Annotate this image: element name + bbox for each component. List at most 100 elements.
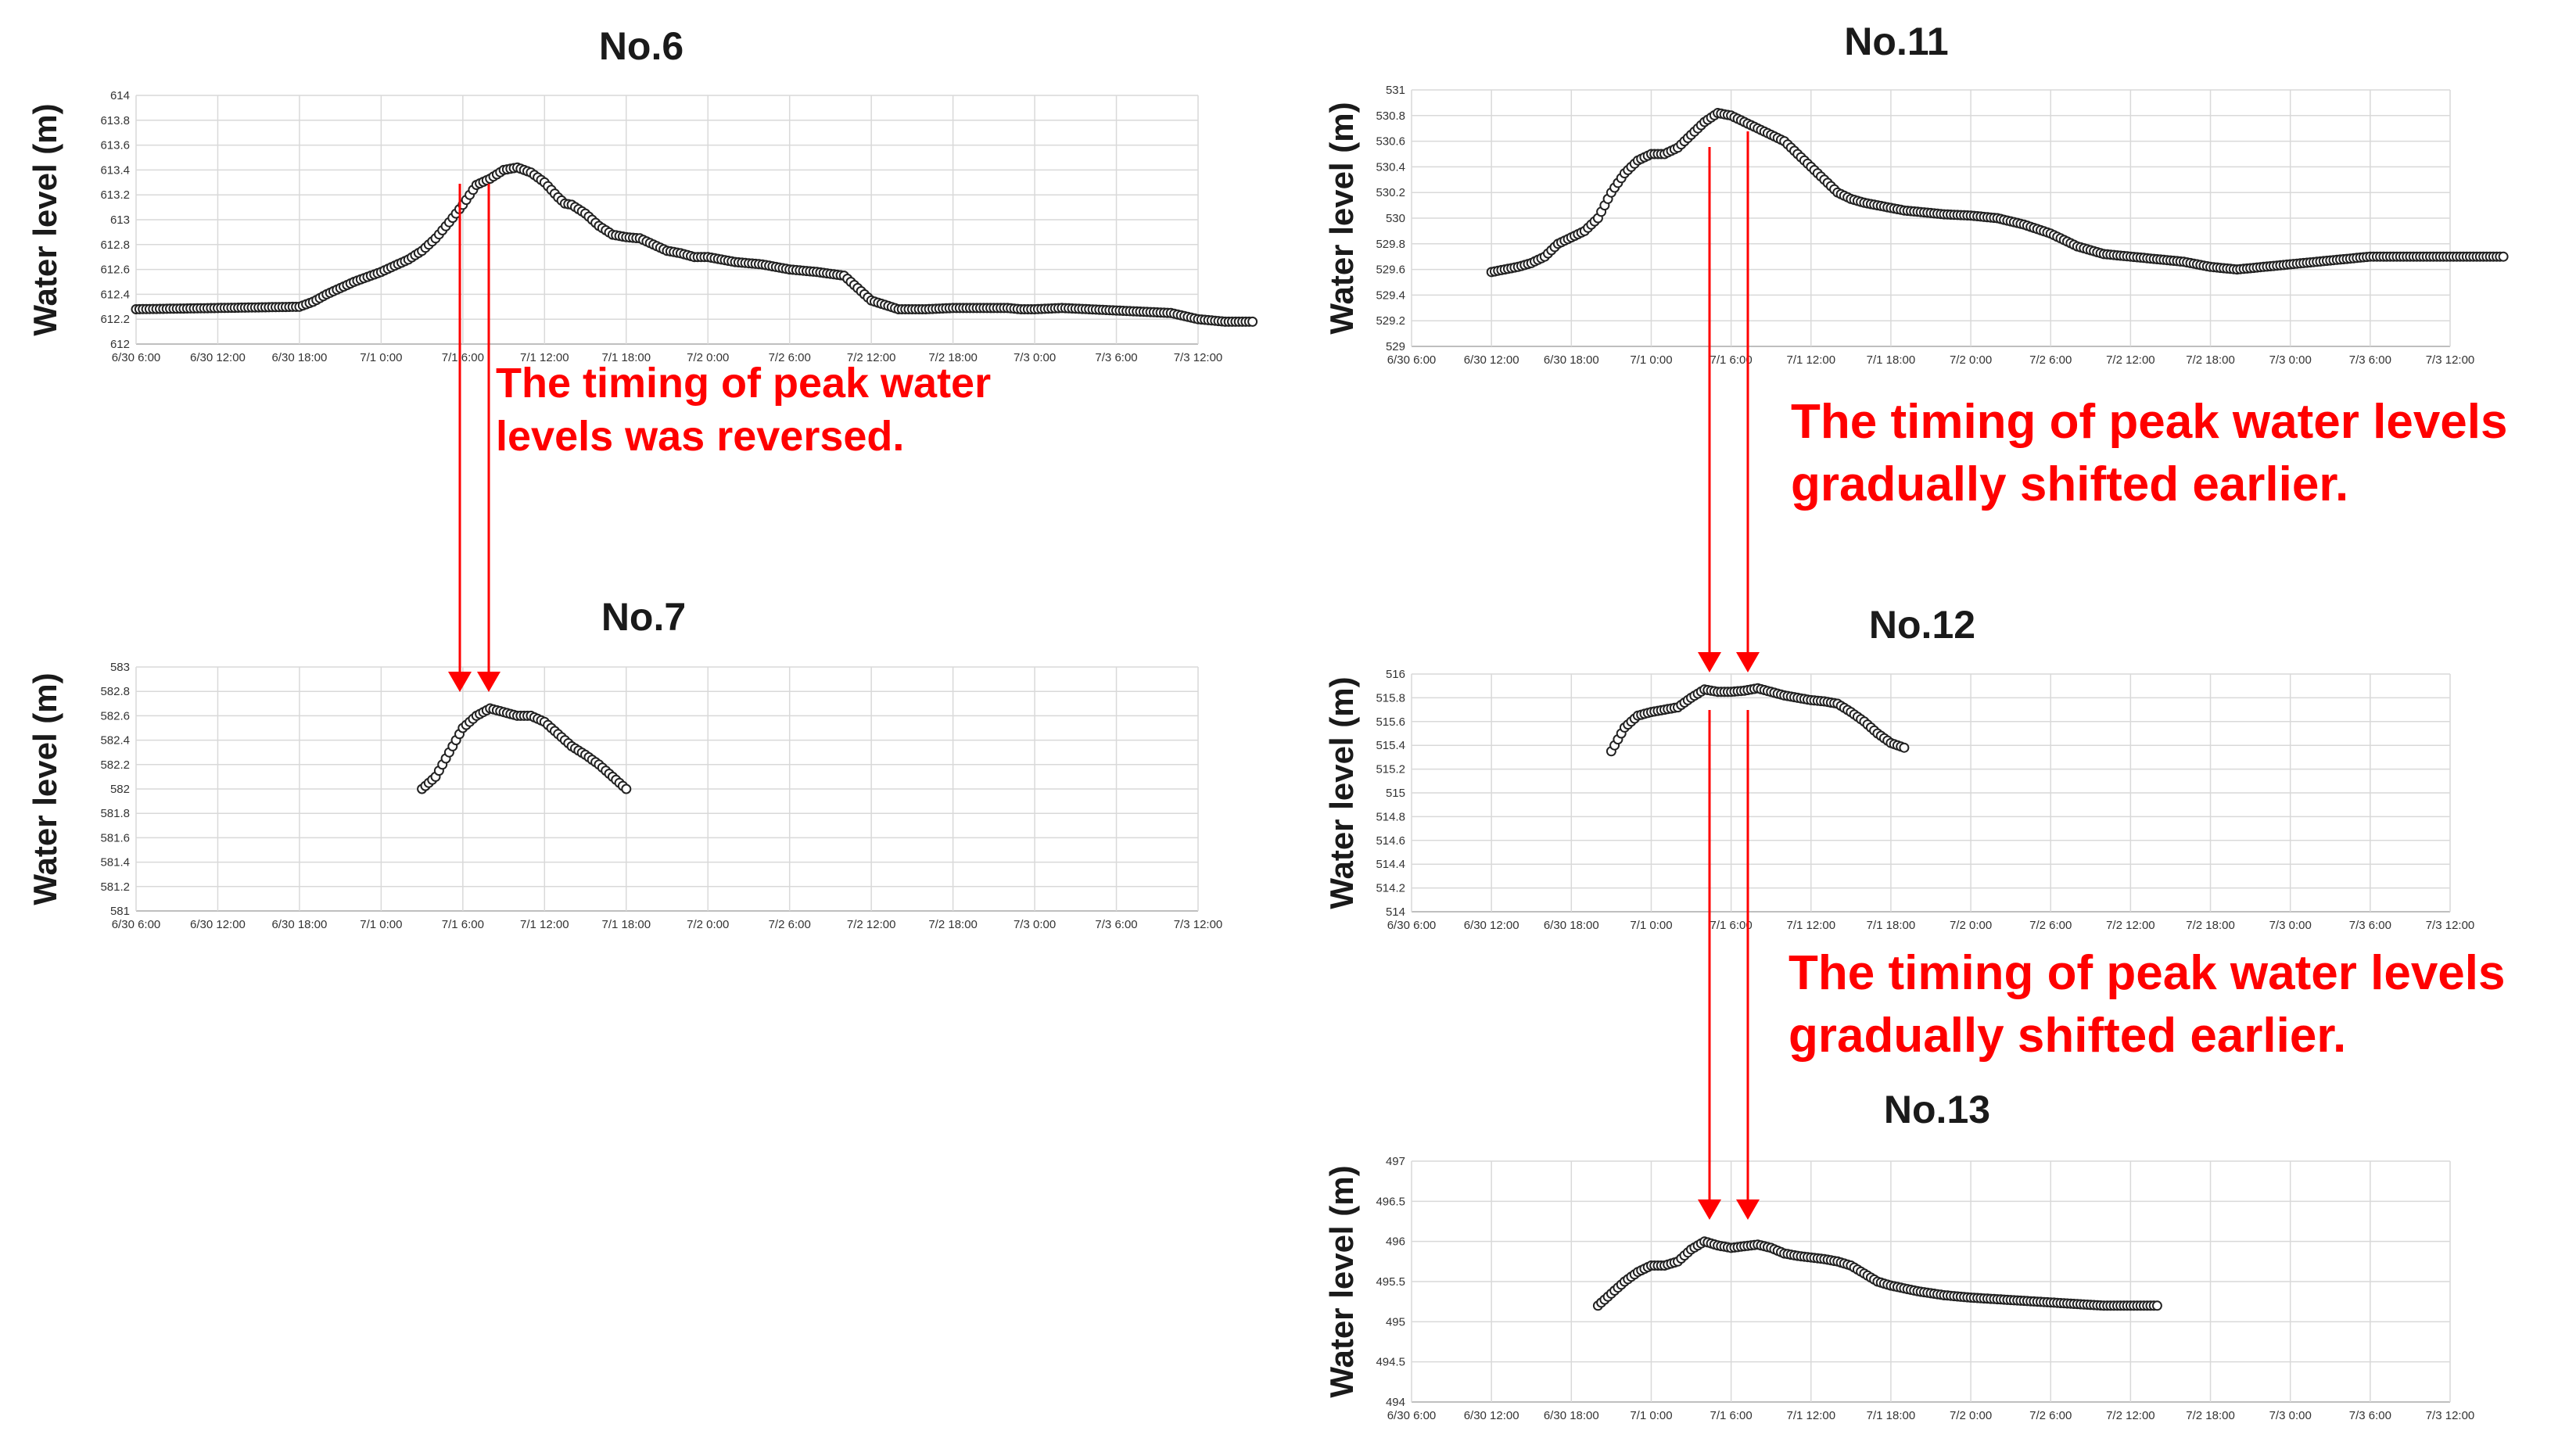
chart-title: No.13	[1884, 1088, 1990, 1131]
chart-title: No.7	[601, 595, 686, 639]
x-tick-label: 7/2 12:00	[847, 351, 896, 364]
chart-2: No.7 Water level (m) 581 581.2 581.4 581.6 581…	[27, 595, 1222, 931]
y-tick-label: 515.2	[1376, 763, 1405, 776]
chart-5: No.13 Water level (m) 494 494.5 495 495.5 496 4…	[1323, 1088, 2474, 1422]
x-tick-label: 7/2 0:00	[687, 918, 729, 931]
x-tick-label: 7/3 6:00	[2349, 919, 2391, 932]
y-tick-label: 496	[1386, 1235, 1405, 1249]
x-tick-label: 7/1 18:00	[1867, 353, 1916, 367]
x-tick-label: 7/1 0:00	[360, 351, 402, 364]
peak-arrow	[448, 184, 472, 692]
y-tick-label: 582.8	[100, 685, 130, 698]
y-tick-label: 581.6	[100, 831, 130, 844]
data-point	[2498, 251, 2509, 262]
y-tick-label: 581	[110, 905, 130, 918]
y-tick-label: 612	[110, 338, 130, 351]
y-tick-label: 530.8	[1376, 109, 1405, 123]
annotation-text: gradually shifted earlier.	[1788, 1009, 2346, 1063]
y-tick-label: 582	[110, 783, 130, 796]
x-tick-label: 6/30 18:00	[1544, 919, 1599, 932]
x-tick-label: 6/30 12:00	[1464, 919, 1519, 932]
peak-arrow	[1736, 710, 1760, 1220]
y-tick-label: 613.2	[100, 188, 130, 202]
y-axis-label: Water level (m)	[1323, 676, 1360, 909]
x-tick-label: 7/2 12:00	[2106, 353, 2155, 367]
y-tick-label: 494	[1386, 1396, 1405, 1409]
x-tick-label: 7/2 18:00	[2186, 919, 2235, 932]
y-tick-label: 529.2	[1376, 314, 1405, 328]
y-tick-label: 613.8	[100, 114, 130, 127]
y-tick-label: 582.6	[100, 709, 130, 722]
peak-arrow	[1736, 131, 1760, 672]
x-tick-label: 7/3 6:00	[1095, 918, 1137, 931]
y-tick-label: 515.8	[1376, 691, 1405, 705]
y-tick-label: 530.6	[1376, 135, 1405, 149]
y-tick-label: 530.4	[1376, 160, 1405, 174]
x-tick-label: 7/1 6:00	[442, 918, 484, 931]
x-tick-label: 7/1 6:00	[1710, 353, 1753, 367]
x-tick-label: 7/2 18:00	[928, 918, 978, 931]
y-tick-label: 496.5	[1376, 1195, 1405, 1208]
y-tick-label: 497	[1386, 1155, 1405, 1168]
y-axis-label: Water level (m)	[1323, 102, 1360, 334]
y-tick-label: 530	[1386, 212, 1405, 225]
y-tick-label: 515	[1386, 787, 1405, 800]
series-markers	[131, 162, 1258, 327]
y-tick-label: 514.2	[1376, 882, 1405, 895]
y-tick-label: 582.4	[100, 734, 130, 748]
data-point	[1247, 316, 1258, 327]
chart-title: No.12	[1869, 603, 1975, 647]
data-point	[621, 783, 632, 794]
x-tick-label: 7/1 0:00	[360, 918, 402, 931]
x-tick-label: 6/30 6:00	[1387, 1409, 1437, 1422]
data-point	[2151, 1300, 2162, 1311]
y-tick-label: 531	[1386, 84, 1405, 97]
x-tick-label: 7/2 0:00	[1950, 353, 1992, 367]
y-tick-label: 613.6	[100, 139, 130, 152]
y-axis-label: Water level (m)	[1323, 1165, 1360, 1397]
x-tick-label: 7/1 12:00	[1786, 353, 1835, 367]
y-tick-label: 613.4	[100, 163, 130, 177]
peak-arrow	[477, 184, 500, 692]
x-tick-label: 7/2 6:00	[2029, 353, 2072, 367]
x-tick-label: 7/3 6:00	[2349, 1409, 2391, 1422]
chart-4: No.12 Water level (m) 514 514.2 514.4 514.6 51…	[1323, 603, 2474, 932]
x-tick-label: 6/30 18:00	[271, 351, 327, 364]
y-tick-label: 529.8	[1376, 238, 1405, 251]
x-tick-label: 6/30 6:00	[1387, 353, 1437, 367]
series-markers	[417, 703, 632, 794]
y-axis-label: Water level (m)	[27, 672, 63, 905]
x-tick-label: 7/2 6:00	[2029, 1409, 2072, 1422]
x-tick-label: 6/30 12:00	[190, 351, 246, 364]
data-point	[1899, 742, 1910, 753]
y-tick-label: 612.4	[100, 288, 130, 301]
x-tick-label: 6/30 18:00	[1544, 1409, 1599, 1422]
y-tick-label: 612.8	[100, 238, 130, 252]
peak-arrow	[1698, 710, 1721, 1220]
x-tick-label: 6/30 6:00	[112, 351, 161, 364]
x-tick-label: 7/2 18:00	[2186, 353, 2235, 367]
x-tick-label: 7/2 0:00	[1950, 1409, 1992, 1422]
x-tick-label: 7/2 0:00	[1950, 919, 1992, 932]
y-tick-label: 495.5	[1376, 1275, 1405, 1289]
x-tick-label: 6/30 12:00	[1464, 1409, 1519, 1422]
x-tick-label: 7/3 0:00	[2269, 353, 2312, 367]
x-tick-label: 7/2 12:00	[2106, 1409, 2155, 1422]
x-tick-label: 7/1 18:00	[601, 351, 651, 364]
x-tick-label: 7/1 6:00	[442, 351, 484, 364]
y-tick-label: 530.2	[1376, 186, 1405, 199]
x-tick-label: 7/3 0:00	[1014, 918, 1056, 931]
x-tick-label: 7/2 6:00	[769, 351, 811, 364]
y-tick-label: 515.6	[1376, 715, 1405, 729]
annotation-text: The timing of peak water levels	[1788, 946, 2506, 1000]
x-tick-label: 7/2 6:00	[769, 918, 811, 931]
y-tick-label: 614	[110, 89, 130, 102]
y-tick-label: 613	[110, 213, 130, 227]
y-tick-label: 529	[1386, 340, 1405, 353]
peak-arrow	[1698, 147, 1721, 672]
x-tick-label: 7/1 18:00	[601, 918, 651, 931]
y-tick-label: 612.2	[100, 313, 130, 326]
y-tick-label: 581.2	[100, 880, 130, 894]
y-tick-label: 583	[110, 661, 130, 674]
x-tick-label: 7/3 0:00	[2269, 919, 2312, 932]
